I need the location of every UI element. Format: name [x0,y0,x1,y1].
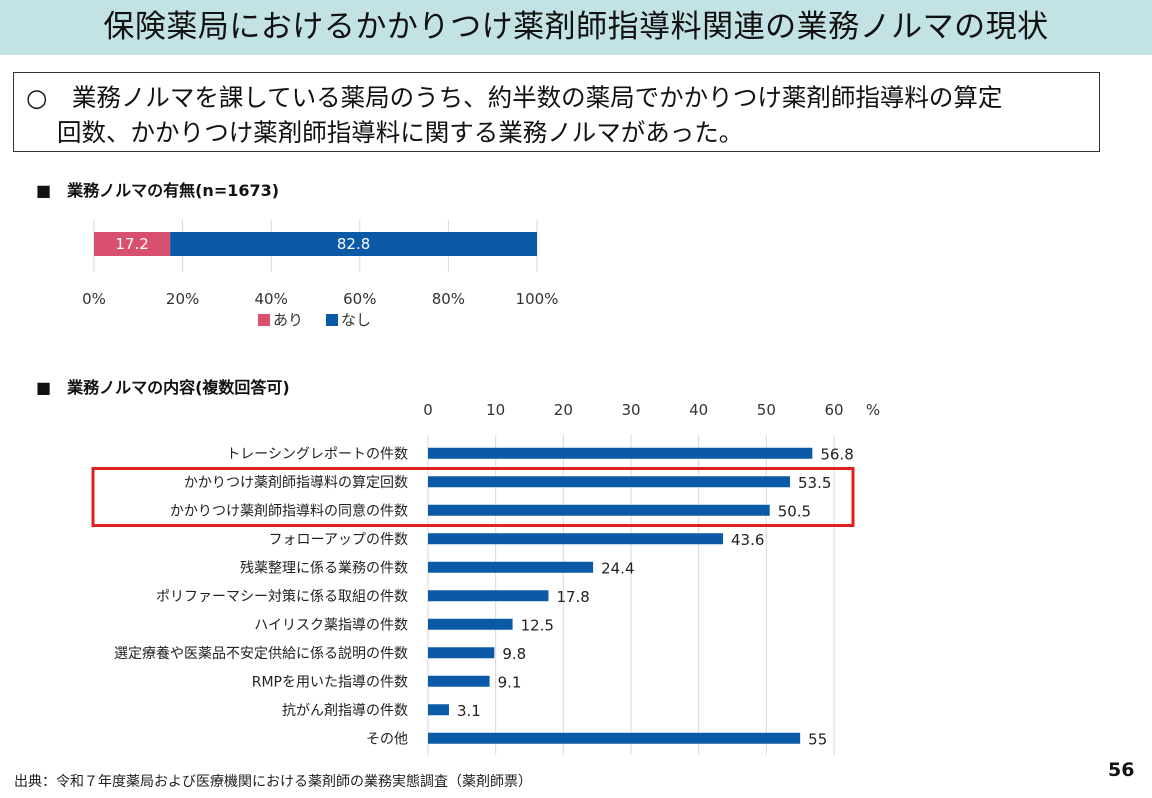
x-tick-label: 60% [343,290,376,308]
data-label: 53.5 [798,474,831,492]
category-label: ポリファーマシー対策に係る取組の件数 [156,588,408,605]
data-label: 9.1 [498,673,522,691]
page-title: 保険薬局におけるかかりつけ薬剤師指導料関連の業務ノルマの現状 [103,9,1049,45]
data-label: 3.1 [457,702,481,720]
bar-segment-1 [94,232,171,256]
summary-line-1: ○ 業務ノルマを課している薬局のうち、約半数の薬局でかかりつけ薬剤師指導料の算定 [26,83,1003,112]
bar [428,561,594,573]
highlight-box [91,467,855,527]
x-tick-label: 20% [166,290,199,308]
x-tick-label: 10 [486,401,505,419]
legend-swatch-1 [258,314,270,326]
x-tick-label: 20 [554,401,573,419]
bar [428,732,801,744]
section1-heading: ■ 業務ノルマの有無(n=1673) [36,181,280,200]
bar [428,590,549,602]
bar [428,533,724,545]
x-tick-label: 30 [621,401,640,419]
data-label: 17.2 [115,235,148,253]
data-label: 55 [808,730,827,748]
data-label: 82.8 [337,235,370,253]
category-label: ハイリスク薬指導の件数 [254,617,408,633]
bar [428,647,495,659]
x-tick-label: 0% [82,290,106,308]
category-label: かかりつけ薬剤師指導料の同意の件数 [170,502,408,519]
section2-heading: ■ 業務ノルマの内容(複数回答可) [36,378,290,397]
x-tick-label: 60 [824,401,843,419]
category-label: トレーシングレポートの件数 [226,446,408,462]
bar [428,704,449,716]
x-tick-label: 80% [432,290,465,308]
data-label: 56.8 [820,445,853,463]
category-label: その他 [366,731,408,747]
x-tick-label: 40 [689,401,708,419]
bar [428,504,770,516]
category-label: かかりつけ薬剤師指導料の算定回数 [184,475,408,491]
category-label: RMPを用いた指導の件数 [252,674,408,690]
x-tick-label: 40% [255,290,288,308]
category-label: 選定療養や医薬品不安定供給に係る説明の件数 [114,645,408,662]
bar [428,476,791,488]
legend-label-1: あり [273,311,303,329]
category-label: 抗がん剤指導の件数 [282,703,408,719]
data-label: 9.8 [502,645,526,663]
data-label: 17.8 [556,588,589,606]
page-number: 56 [1108,759,1135,781]
x-tick-label: 100% [516,290,559,308]
title-band [0,0,1152,55]
bar-segment-2 [170,232,538,256]
bar [428,675,490,687]
bar [428,618,513,630]
x-tick-label: 0 [423,401,433,419]
data-label: 12.5 [521,616,554,634]
x-unit-label: % [866,401,880,419]
bar [428,447,813,459]
data-label: 50.5 [778,502,811,520]
legend-label-2: なし [341,311,371,329]
category-label: フォローアップの件数 [269,532,408,548]
horizontal-bar-chart: 0 10 20 30 40 50 60 % トレーシングレポートの件数 56.8 かかりつけ薬剤師指… [91,401,880,755]
x-tick-label: 50 [757,401,776,419]
stacked-bar-chart: 0% 20% 40% 60% 80% 100% 17.2 82.8 あり なし [82,220,559,329]
data-label: 43.6 [731,531,764,549]
category-label: 残薬整理に係る業務の件数 [240,560,408,576]
summary-box: ○ 業務ノルマを課している薬局のうち、約半数の薬局でかかりつけ薬剤師指導料の算定… [13,72,1100,152]
summary-line-2: 回数、かかりつけ薬剤師指導料に関する業務ノルマがあった。 [57,118,744,147]
source-note: 出典：令和７年度薬局および医療機関における薬剤師の業務実態調査（薬剤師票） [14,774,532,790]
legend-swatch-2 [326,314,338,326]
data-label: 24.4 [601,559,634,577]
